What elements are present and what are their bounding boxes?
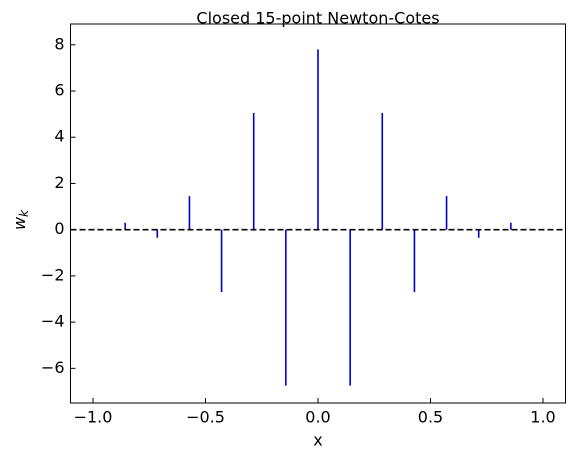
chart-title: Closed 15-point Newton-Cotes: [196, 9, 439, 28]
y-label-base: w: [10, 216, 29, 230]
plot-frame: [70, 23, 566, 404]
y-tick-label: 0: [54, 219, 64, 238]
x-tick-label: −0.5: [186, 408, 225, 427]
x-axis-label: x: [313, 431, 322, 450]
y-tick-label: 4: [54, 127, 64, 146]
y-label-sub: k: [17, 209, 31, 217]
y-tick-label: 2: [54, 173, 64, 192]
y-tick-label: −2: [41, 265, 65, 284]
x-tick-label: 1.0: [530, 408, 555, 427]
x-tick-label: −1.0: [74, 408, 113, 427]
y-tick-label: −4: [41, 312, 65, 331]
y-tick-label: 8: [54, 34, 64, 53]
x-tick-label: 0.5: [418, 408, 443, 427]
y-tick-label: −6: [41, 358, 65, 377]
y-axis-label: wk: [10, 209, 31, 230]
x-tick-label: 0.0: [305, 408, 330, 427]
y-tick-label: 6: [54, 81, 64, 100]
